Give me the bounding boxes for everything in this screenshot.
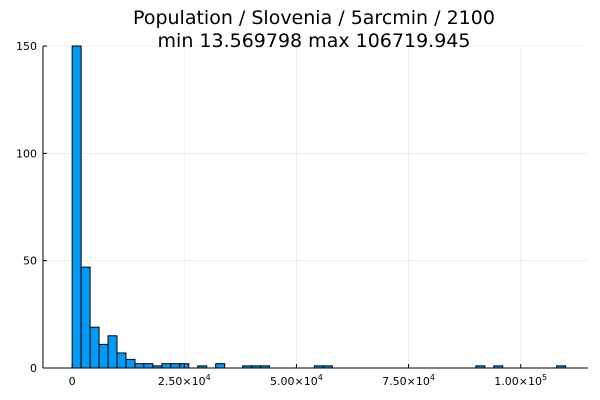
axes	[42, 46, 588, 369]
x-tick-label-4: 1.00×105	[494, 373, 547, 388]
histogram-bar-7	[134, 363, 145, 369]
histogram-bar-0	[71, 45, 82, 369]
x-axis-ticks: 0 2.50×104 5.00×104 7.50×104 1.00×105	[69, 364, 547, 388]
x-tick-label-3: 7.50×104	[382, 373, 435, 388]
chart-title-line-2: min 13.569798 max 106719.945	[158, 30, 471, 52]
histogram-bar-2	[89, 326, 100, 369]
histogram-bar-11	[170, 363, 181, 369]
x-tick-label-0: 0	[69, 375, 76, 388]
histogram-bars	[71, 45, 567, 369]
histogram-bar-4	[107, 335, 118, 369]
x-tick-label-2: 5.00×104	[270, 373, 323, 388]
histogram-bar-6	[125, 358, 136, 369]
histogram-bar-3	[98, 343, 109, 369]
histogram-bar-8	[143, 363, 154, 369]
y-axis-ticks: 0 50 100 150	[16, 40, 47, 375]
histogram-bar-10	[161, 363, 172, 369]
grid-lines	[43, 45, 588, 368]
histogram-bar-5	[116, 352, 127, 369]
y-tick-label-3: 150	[16, 40, 37, 53]
x-tick-label-1: 2.50×104	[158, 373, 211, 388]
histogram-bar-1	[80, 266, 91, 369]
y-tick-label-0: 0	[30, 362, 37, 375]
y-tick-label-1: 50	[23, 255, 37, 268]
y-tick-label-2: 100	[16, 147, 37, 160]
histogram-bar-14	[215, 363, 226, 369]
chart-title-line-1: Population / Slovenia / 5arcmin / 2100	[133, 7, 495, 29]
